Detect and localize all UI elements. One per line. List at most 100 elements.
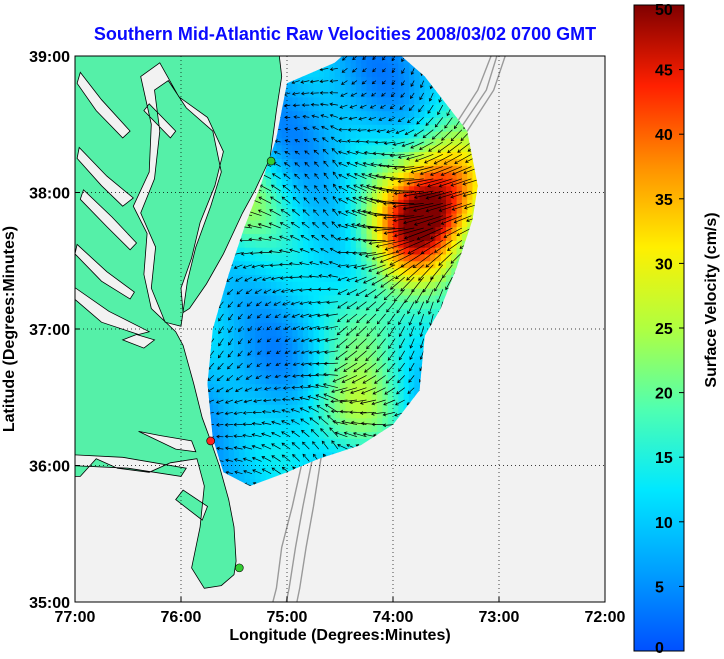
velocity-cell [345,69,352,78]
velocity-vector [381,152,396,157]
velocity-cell [292,410,299,419]
velocity-vector [346,289,358,296]
velocity-cell [403,253,410,262]
velocity-cell [281,158,288,166]
velocity-cell [461,172,468,180]
velocity-vector [373,227,405,233]
velocity-cell [281,206,288,214]
velocity-vector [289,235,300,241]
velocity-vector [251,444,262,450]
velocity-cell [276,131,283,139]
velocity-cell [377,97,383,105]
velocity-cell [308,124,315,132]
velocity-cell [355,124,362,132]
velocity-cell [393,206,399,214]
velocity-vector [382,56,386,61]
velocity-cell [393,62,399,71]
velocity-vector [351,209,367,217]
velocity-cell [424,233,431,241]
velocity-cell [281,349,288,357]
velocity-cell [292,356,299,364]
velocity-vector [268,235,281,241]
velocity-cell [255,472,262,480]
velocity-cell [377,76,383,84]
velocity-cell [366,56,373,64]
velocity-vector [397,178,424,184]
velocity-vector [309,417,320,425]
velocity-vector [433,153,453,165]
velocity-cell [265,370,272,378]
velocity-cell [223,424,230,432]
velocity-cell [387,383,394,391]
velocity-cell [430,137,436,146]
y-axis-label: Latitude (Degrees:Minutes) [1,226,18,432]
velocity-cell [398,83,405,91]
velocity-cell [414,294,421,303]
velocity-vector [330,136,339,143]
velocity-cell [218,438,224,446]
velocity-cell [414,158,421,166]
velocity-cell [419,137,426,146]
velocity-vector [366,313,377,324]
velocity-cell [403,117,410,125]
velocity-cell [297,390,304,398]
velocity-cell [292,76,299,84]
velocity-vector [356,326,367,337]
velocity-cell [382,308,389,316]
velocity-cell [366,151,373,159]
velocity-cell [334,274,341,282]
velocity-cell [207,56,214,57]
velocity-vector [384,387,396,395]
velocity-cell [255,329,262,337]
colorbar-label: Surface Velocity (cm/s) [703,212,720,387]
velocity-vector [377,338,386,350]
velocity-vector [362,161,377,167]
velocity-cell [244,342,251,351]
velocity-cell [234,431,240,439]
velocity-cell [297,158,304,166]
velocity-vector [226,375,234,381]
velocity-cell [377,240,383,248]
velocity-cell [340,213,346,221]
velocity-cell [244,322,251,330]
velocity-cell [308,438,315,446]
velocity-cell [408,226,415,234]
velocity-vector [430,264,444,280]
velocity-cell [287,83,293,91]
velocity-cell [350,103,357,112]
velocity-cell [350,131,357,139]
velocity-cell [366,199,373,207]
velocity-vector [418,104,424,113]
velocity-cell [260,294,267,303]
velocity-cell [361,356,368,364]
velocity-cell [350,404,357,412]
velocity-cell [276,253,283,262]
velocity-cell [255,390,262,398]
velocity-cell [424,315,431,323]
velocity-vector [253,276,262,282]
velocity-vector [389,276,405,290]
velocity-cell [281,342,288,351]
velocity-vector [259,250,272,255]
velocity-cell [265,281,272,289]
velocity-cell [292,151,299,159]
velocity-vector [337,313,348,323]
velocity-cell [276,417,283,426]
velocity-cell [393,172,399,180]
velocity-cell [414,192,421,200]
velocity-vector [316,405,329,413]
velocity-cell [340,294,346,303]
velocity-cell [408,185,415,194]
velocity-cell [260,226,267,234]
velocity-cell [355,376,362,385]
velocity-cell [424,172,431,180]
velocity-vector [282,301,291,306]
velocity-cell [403,165,410,173]
velocity-cell [313,294,320,303]
velocity-vector [367,225,396,230]
velocity-cell [260,56,267,57]
velocity-cell [446,56,452,57]
velocity-cell [329,363,336,371]
velocity-cell [340,219,346,228]
velocity-cell [318,69,325,78]
